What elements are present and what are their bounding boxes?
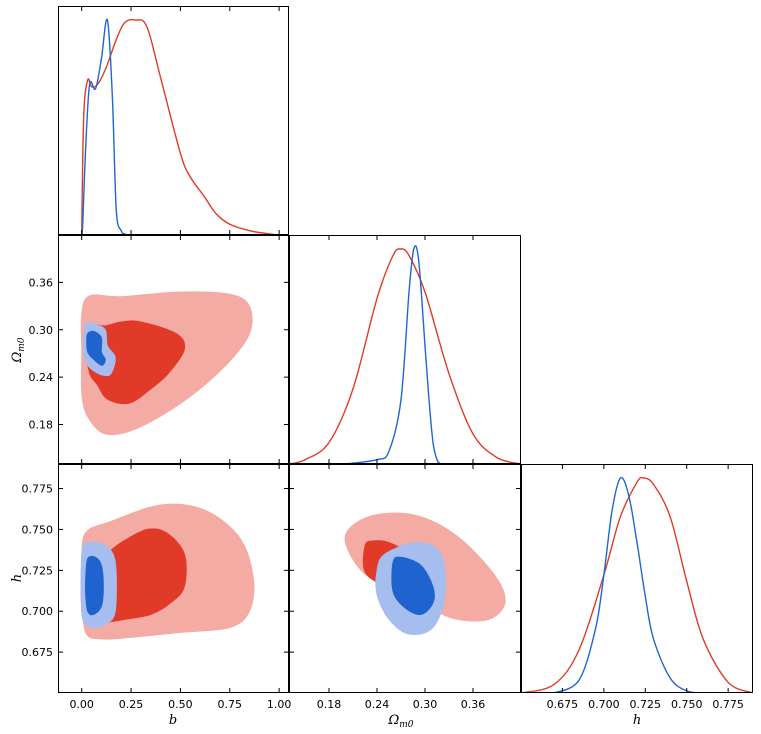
xtick-label-b: 0.00 xyxy=(69,698,94,711)
panel-h-vs-omega-m0 xyxy=(344,512,506,635)
panel-frame-panel-h-b xyxy=(58,464,289,693)
xtick-label-h: 0.700 xyxy=(588,698,620,711)
ytick-label-h: 0.700 xyxy=(22,605,54,618)
ytick-label-h: 0.675 xyxy=(22,646,54,659)
xtick-label-omega_m0: 0.24 xyxy=(365,698,390,711)
xlabel-h: h xyxy=(633,713,641,728)
xtick-label-b: 0.25 xyxy=(119,698,144,711)
ylabel-omega-m0: Ωm0 xyxy=(10,337,27,363)
panel-marginal-omega-m0 xyxy=(289,245,521,464)
xtick-label-b: 1.00 xyxy=(267,698,292,711)
contour-68-h_vs_b-blue-model xyxy=(84,555,104,616)
xtick-label-omega_m0: 0.36 xyxy=(461,698,486,711)
xtick-label-b: 0.75 xyxy=(218,698,243,711)
panel-marginal-b xyxy=(81,18,280,235)
panel-omega-m0-vs-b xyxy=(80,291,253,436)
marginal-curve-omega_m0-red-model xyxy=(289,248,521,464)
xtick-label-h: 0.675 xyxy=(547,698,579,711)
marginal-curve-b-red-model xyxy=(81,18,280,235)
xlabel-b: b xyxy=(169,713,177,728)
panel-marginal-h xyxy=(521,476,753,693)
ytick-label-omega_m0: 0.18 xyxy=(29,419,54,432)
contour-68-h_vs_omega_m0-blue-model xyxy=(391,556,435,616)
ytick-label-omega_m0: 0.36 xyxy=(29,276,54,289)
xtick-label-omega_m0: 0.18 xyxy=(317,698,342,711)
panel-frame-panel-h-om xyxy=(289,464,521,693)
panel-frame-panel-b xyxy=(58,6,289,235)
marginal-curve-omega_m0-blue-model xyxy=(344,245,442,464)
ytick-label-omega_m0: 0.24 xyxy=(29,371,54,384)
ytick-label-h: 0.775 xyxy=(22,483,54,496)
marginal-curve-b-blue-model xyxy=(81,18,132,235)
marginal-curve-h-red-model xyxy=(521,476,753,693)
panel-frame-panel-om-b xyxy=(58,235,289,464)
xtick-label-h: 0.775 xyxy=(712,698,744,711)
contour-68-omega_m0_vs_b-blue-model xyxy=(86,330,106,366)
xtick-label-b: 0.50 xyxy=(168,698,193,711)
ytick-label-h: 0.725 xyxy=(22,564,54,577)
xlabel-omega-m0: Ωm0 xyxy=(387,713,413,730)
xtick-label-h: 0.750 xyxy=(671,698,703,711)
panel-frame-panel-om xyxy=(289,235,521,464)
ytick-label-h: 0.750 xyxy=(22,523,54,536)
ytick-label-omega_m0: 0.30 xyxy=(29,324,54,337)
panel-frame-panel-h xyxy=(521,464,753,693)
xtick-label-h: 0.725 xyxy=(630,698,662,711)
tick-layer: 0.00 0.25 0.50 0.75 1.00 0.18 0.24 0.30 0.36 0.67… xyxy=(22,6,744,711)
axis-label-layer: b Ωm0 h Ωm0 h xyxy=(10,337,641,730)
panel-h-vs-b xyxy=(80,503,255,640)
marginal-curve-h-blue-model xyxy=(553,476,704,693)
xtick-label-omega_m0: 0.30 xyxy=(413,698,438,711)
ylabel-h: h xyxy=(10,574,25,582)
